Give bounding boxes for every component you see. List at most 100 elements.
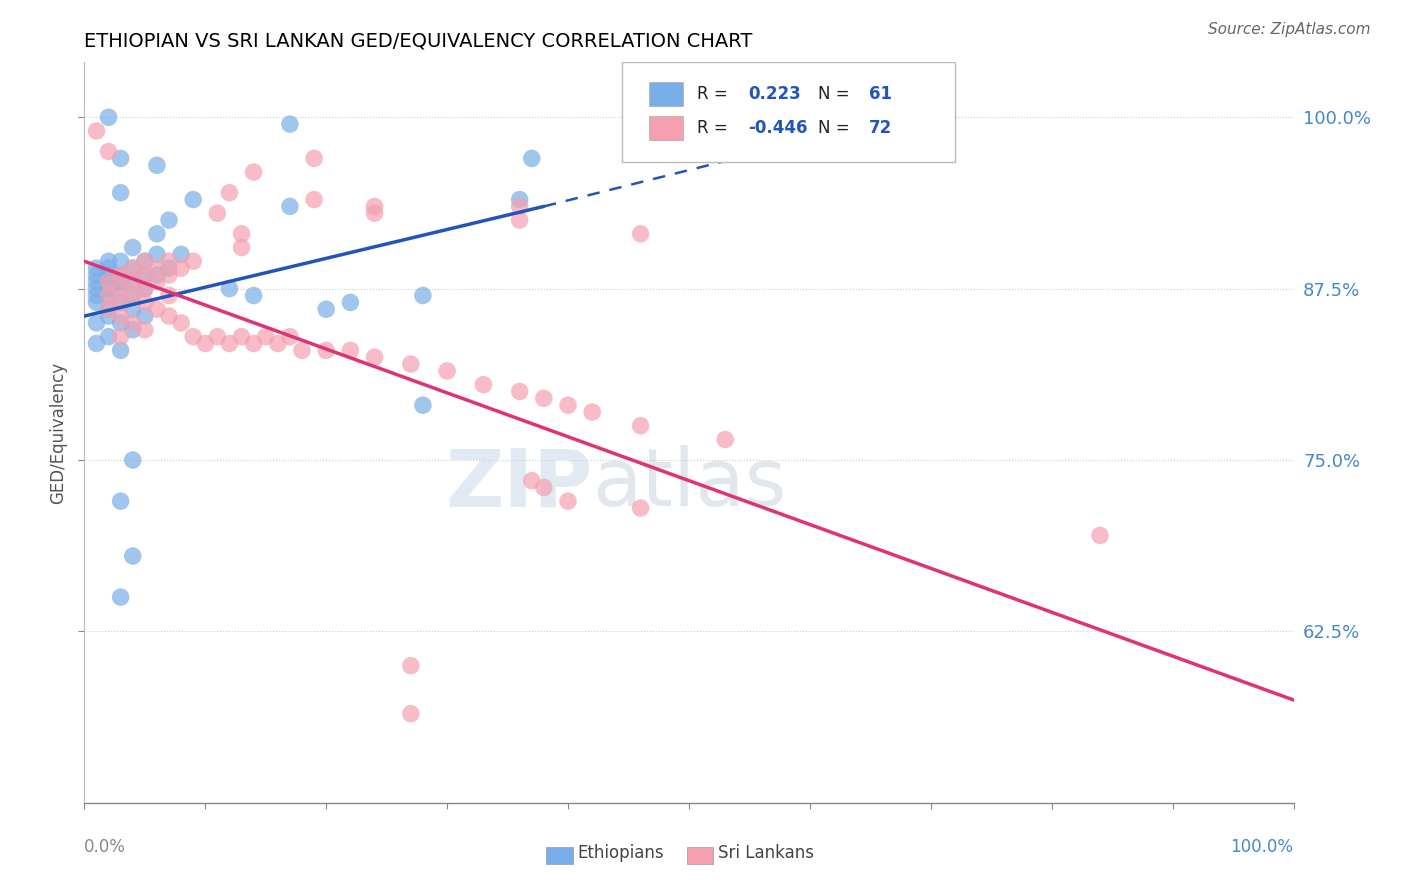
Text: R =: R = [697, 86, 728, 103]
Point [134, 282, 156, 296]
Text: atlas: atlas [592, 445, 786, 524]
Point [110, 343, 132, 358]
Point [146, 302, 169, 317]
Text: N =: N = [818, 86, 851, 103]
Point [291, 343, 314, 358]
Point [110, 268, 132, 282]
Point [110, 275, 132, 289]
Point [97, 254, 120, 268]
Point [278, 329, 301, 343]
Point [121, 275, 143, 289]
Text: Ethiopians: Ethiopians [578, 844, 664, 863]
Point [509, 213, 531, 227]
Point [231, 329, 253, 343]
Point [363, 199, 385, 213]
Text: 72: 72 [869, 120, 893, 137]
Point [630, 501, 652, 516]
Point [121, 288, 143, 302]
Point [170, 316, 193, 330]
Point [218, 282, 240, 296]
Point [242, 165, 264, 179]
Point [110, 254, 132, 268]
Y-axis label: GED/Equivalency: GED/Equivalency [49, 361, 67, 504]
Point [134, 254, 156, 268]
Point [146, 158, 169, 172]
Point [86, 124, 108, 138]
Point [110, 309, 132, 323]
Point [181, 254, 204, 268]
Point [121, 453, 143, 467]
Point [110, 494, 132, 508]
Point [97, 288, 120, 302]
Point [520, 152, 543, 166]
Point [412, 288, 434, 302]
Point [110, 316, 132, 330]
Point [278, 199, 301, 213]
Point [121, 316, 143, 330]
Bar [547, 847, 572, 863]
Point [97, 275, 120, 289]
Point [121, 261, 143, 276]
Point [557, 398, 579, 412]
Point [218, 186, 240, 200]
Text: 61: 61 [869, 86, 891, 103]
Point [110, 268, 132, 282]
Point [412, 398, 434, 412]
Point [157, 261, 180, 276]
Point [157, 309, 180, 323]
Text: 0.223: 0.223 [748, 86, 801, 103]
Point [630, 227, 652, 241]
Point [1088, 528, 1111, 542]
Point [97, 110, 120, 124]
Point [110, 282, 132, 296]
Point [157, 213, 180, 227]
Point [146, 268, 169, 282]
Point [97, 282, 120, 296]
Point [121, 323, 143, 337]
Point [134, 309, 156, 323]
Point [134, 254, 156, 268]
Point [110, 329, 132, 343]
Text: Source: ZipAtlas.com: Source: ZipAtlas.com [1208, 22, 1371, 37]
Point [231, 240, 253, 255]
Text: -0.446: -0.446 [748, 120, 807, 137]
Point [97, 329, 120, 343]
Point [363, 206, 385, 220]
Point [134, 268, 156, 282]
Point [86, 295, 108, 310]
Point [86, 316, 108, 330]
Point [181, 329, 204, 343]
Bar [686, 847, 713, 863]
Point [121, 240, 143, 255]
Point [267, 336, 290, 351]
Text: Sri Lankans: Sri Lankans [718, 844, 814, 863]
Point [86, 268, 108, 282]
Text: N =: N = [818, 120, 851, 137]
Point [121, 261, 143, 276]
Point [97, 309, 120, 323]
Point [218, 336, 240, 351]
Point [121, 302, 143, 317]
Text: ETHIOPIAN VS SRI LANKAN GED/EQUIVALENCY CORRELATION CHART: ETHIOPIAN VS SRI LANKAN GED/EQUIVALENCY … [84, 31, 752, 50]
Point [97, 302, 120, 317]
Point [110, 282, 132, 296]
Bar [650, 82, 683, 106]
Point [97, 145, 120, 159]
Bar [650, 117, 683, 140]
Point [302, 193, 325, 207]
Point [242, 336, 264, 351]
Point [134, 268, 156, 282]
Point [630, 418, 652, 433]
Point [339, 343, 361, 358]
Point [146, 261, 169, 276]
Point [194, 336, 217, 351]
Point [134, 282, 156, 296]
Point [110, 590, 132, 604]
Point [170, 247, 193, 261]
Point [399, 658, 422, 673]
Point [97, 288, 120, 302]
Point [110, 186, 132, 200]
Point [520, 474, 543, 488]
Point [110, 152, 132, 166]
Point [86, 288, 108, 302]
